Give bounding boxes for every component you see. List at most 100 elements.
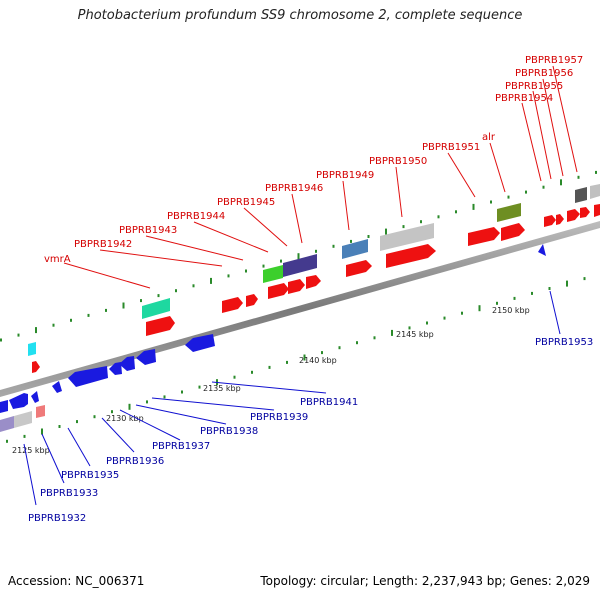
gene-arrow-forward xyxy=(346,260,372,277)
tick-dot xyxy=(35,327,37,334)
leader-line xyxy=(549,290,561,335)
tick-dot xyxy=(478,305,481,312)
gene-label-PBPRB1954[interactable]: PBPRB1954 xyxy=(495,93,553,104)
forward-genes xyxy=(32,204,600,373)
tick-dot xyxy=(0,338,2,342)
gene-band-lavender xyxy=(0,416,14,432)
gene-arrow-forward xyxy=(501,223,525,241)
gene-label-PBPRB1950[interactable]: PBPRB1950 xyxy=(369,156,427,167)
scale-labels: 2125 kbp 2130 kbp 2135 kbp 2140 kbp 2145… xyxy=(12,306,530,455)
tick-dot xyxy=(595,170,597,174)
gene-label-PBPRB1944[interactable]: PBPRB1944 xyxy=(167,211,225,222)
tick-dot xyxy=(583,277,586,281)
gene-label-vmrA[interactable]: vmrA xyxy=(44,254,71,265)
tick-dot xyxy=(146,400,148,404)
gene-arrow-forward xyxy=(246,294,258,307)
tick-dot xyxy=(262,264,265,268)
tick-dot xyxy=(367,235,370,238)
tick-dot xyxy=(198,385,201,389)
tick-dot xyxy=(315,249,317,253)
tick-dot xyxy=(286,360,288,364)
leader-line xyxy=(395,166,403,218)
gene-arrow-forward xyxy=(594,204,600,217)
tick-dot xyxy=(385,228,387,235)
gene-label-PBPRB1933[interactable]: PBPRB1933 xyxy=(40,488,98,499)
gene-label-PBPRB1955[interactable]: PBPRB1955 xyxy=(505,81,563,92)
tick-dot xyxy=(6,439,8,443)
gene-label-PBPRB1956[interactable]: PBPRB1956 xyxy=(515,68,573,79)
tick-dot xyxy=(350,239,352,243)
gene-label-alr[interactable]: alr xyxy=(482,132,496,143)
tick-dot xyxy=(391,329,393,336)
gene-label-PBPRB1957[interactable]: PBPRB1957 xyxy=(525,55,583,66)
gene-label-PBPRB1941[interactable]: PBPRB1941 xyxy=(300,397,358,408)
tick-dot xyxy=(227,274,230,278)
gene-label-PBPRB1938[interactable]: PBPRB1938 xyxy=(200,426,258,437)
tick-dot xyxy=(157,294,160,298)
tick-dot xyxy=(210,277,212,284)
tick-dot xyxy=(245,269,247,273)
gene-label-PBPRB1943[interactable]: PBPRB1943 xyxy=(119,225,177,236)
tick-dot xyxy=(105,308,107,312)
tick-dot xyxy=(23,434,26,438)
leader-line xyxy=(145,235,244,261)
leader-line xyxy=(243,207,288,247)
tick-dot xyxy=(577,175,580,179)
leader-line xyxy=(23,443,37,506)
leader-line xyxy=(101,417,135,453)
gene-band-indigo xyxy=(283,254,317,277)
tick-dot xyxy=(461,311,463,315)
gene-label-PBPRB1946[interactable]: PBPRB1946 xyxy=(265,183,323,194)
leader-line xyxy=(552,65,578,173)
gene-label-PBPRB1949[interactable]: PBPRB1949 xyxy=(316,170,374,181)
gene-category-bands xyxy=(0,184,600,432)
leader-line xyxy=(521,102,542,182)
tick-dot xyxy=(507,195,510,199)
gene-label-PBPRB1936[interactable]: PBPRB1936 xyxy=(106,456,164,467)
leader-line xyxy=(41,433,65,484)
gene-band-teal xyxy=(142,298,170,319)
tick-dot xyxy=(472,203,475,210)
forward-gene-labels[interactable]: vmrA PBPRB1942 PBPRB1943 PBPRB1944 PBPRB… xyxy=(44,55,583,289)
scale-label: 2145 kbp xyxy=(396,330,434,339)
gene-label-PBPRB1945[interactable]: PBPRB1945 xyxy=(217,197,275,208)
gene-label-PBPRB1942[interactable]: PBPRB1942 xyxy=(74,239,132,250)
gene-label-PBPRB1951[interactable]: PBPRB1951 xyxy=(422,142,480,153)
leader-line xyxy=(67,427,91,467)
gene-arrow-forward xyxy=(544,215,556,227)
leader-line xyxy=(489,142,506,193)
gene-label-PBPRB1937[interactable]: PBPRB1937 xyxy=(152,441,210,452)
scale-label: 2125 kbp xyxy=(12,446,50,455)
tick-dot xyxy=(548,287,551,290)
leader-line xyxy=(135,404,227,425)
gene-arrow-forward xyxy=(567,209,580,222)
tick-dot xyxy=(437,215,440,219)
map-title: Photobacterium profundum SS9 chromosome … xyxy=(77,8,523,23)
gene-band-olive xyxy=(497,203,521,222)
tick-dot xyxy=(373,336,376,340)
tick-dot xyxy=(566,280,568,287)
gene-arrow-forward xyxy=(386,244,436,268)
gene-arrow-reverse xyxy=(538,244,546,256)
tick-dot xyxy=(233,375,236,379)
reverse-gene-labels[interactable]: PBPRB1932 PBPRB1933 PBPRB1935 PBPRB1936 … xyxy=(23,290,593,524)
tick-dot xyxy=(17,333,20,337)
tick-marks xyxy=(0,170,597,443)
gene-label-PBPRB1939[interactable]: PBPRB1939 xyxy=(250,412,308,423)
tick-dot xyxy=(70,318,72,322)
tick-dot xyxy=(525,190,527,194)
gene-label-PBPRB1932[interactable]: PBPRB1932 xyxy=(28,513,86,524)
tick-dot xyxy=(111,410,113,414)
tick-dot xyxy=(251,370,253,374)
leader-line xyxy=(63,262,151,289)
gene-label-PBPRB1953[interactable]: PBPRB1953 xyxy=(535,337,593,348)
scale-label: 2135 kbp xyxy=(203,384,241,393)
tick-dot xyxy=(332,244,335,248)
leader-line xyxy=(342,180,350,231)
gene-arrow-forward xyxy=(288,279,305,294)
gene-label-PBPRB1935[interactable]: PBPRB1935 xyxy=(61,470,119,481)
gene-arrow-reverse xyxy=(119,356,135,371)
gene-arrow-reverse xyxy=(0,400,8,413)
gene-arrow-reverse xyxy=(68,366,108,387)
